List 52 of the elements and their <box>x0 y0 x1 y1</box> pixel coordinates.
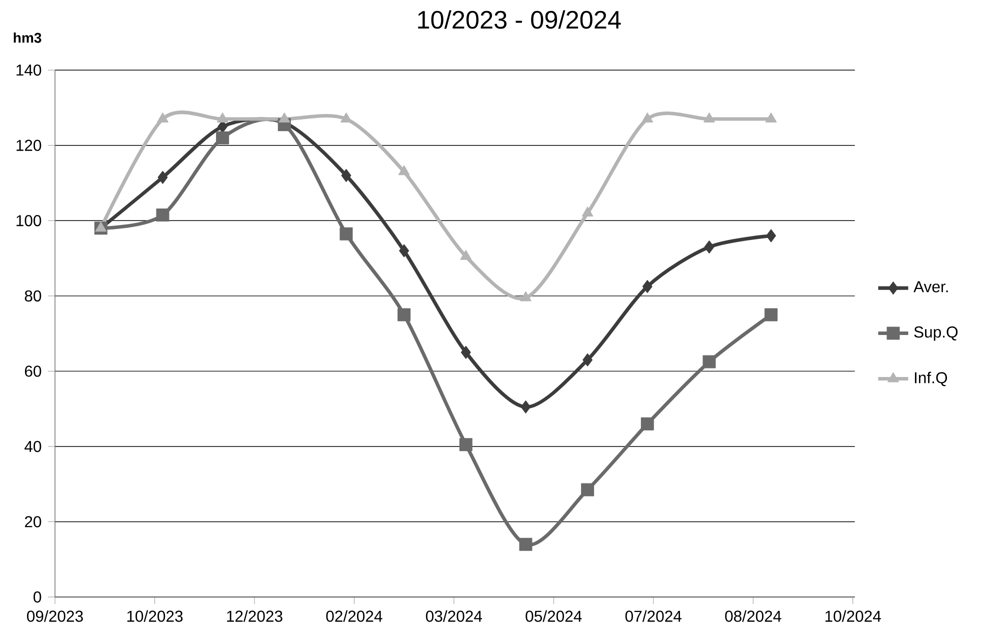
point <box>460 250 472 260</box>
point <box>582 353 593 366</box>
point <box>640 417 654 430</box>
x-tick-label: 09/2023 <box>27 610 83 622</box>
point <box>702 355 716 368</box>
point <box>765 112 777 122</box>
point <box>520 291 532 302</box>
point <box>520 400 531 414</box>
point <box>460 346 471 359</box>
point <box>764 308 778 322</box>
y-tick-label: 40 <box>24 440 42 452</box>
point <box>398 308 411 322</box>
point <box>704 112 715 122</box>
point <box>642 280 652 294</box>
point <box>398 165 410 176</box>
legend-label: Sup.Q <box>914 326 958 341</box>
x-tick-label: 02/2024 <box>326 610 382 622</box>
x-tick-label: 08/2024 <box>725 610 782 622</box>
y-tick-label: 60 <box>24 366 42 377</box>
point <box>278 112 290 122</box>
y-tick-label: 140 <box>16 64 42 76</box>
point <box>766 229 776 242</box>
x-tick-label: 07/2024 <box>625 610 682 622</box>
point <box>216 112 228 122</box>
point <box>642 112 654 122</box>
point <box>399 244 410 258</box>
point <box>216 131 230 144</box>
legend-label: Aver. <box>914 281 948 292</box>
point <box>157 112 168 122</box>
y-tick-label: 80 <box>24 290 42 302</box>
x-tick-label: 10/2023 <box>127 610 183 622</box>
point <box>340 227 353 240</box>
y-tick-label: 120 <box>16 140 42 151</box>
y-axis-title: hm3 <box>14 32 42 43</box>
x-tick-label: 10/2024 <box>825 610 881 622</box>
x-tick-label: 12/2023 <box>227 610 282 622</box>
x-tick-label: 03/2024 <box>426 610 482 622</box>
point <box>459 438 472 452</box>
y-tick-label: 0 <box>34 591 42 603</box>
chart-title: 10/2023 - 09/2024 <box>418 10 621 29</box>
point <box>704 240 714 254</box>
point <box>582 206 594 217</box>
legend-label: Inf.Q <box>914 372 948 386</box>
point <box>158 170 168 184</box>
point <box>581 483 594 496</box>
point <box>519 538 532 551</box>
y-tick-label: 100 <box>16 215 42 226</box>
y-tick-label: 20 <box>24 516 42 528</box>
point <box>95 222 107 232</box>
point <box>341 168 352 182</box>
x-tick-label: 05/2024 <box>526 610 582 622</box>
point <box>156 208 170 222</box>
